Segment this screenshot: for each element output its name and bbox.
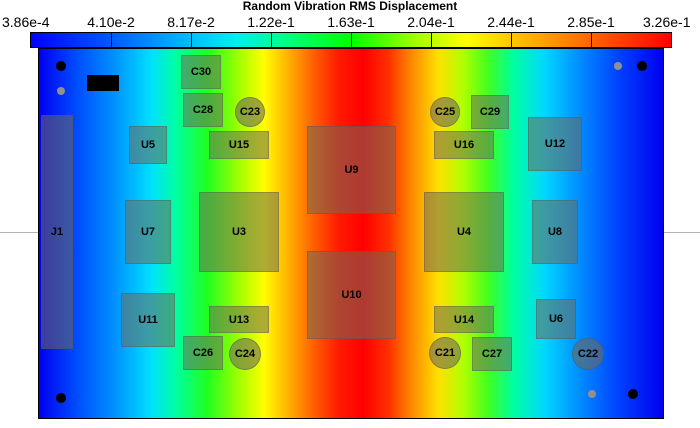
scale-label-8: 3.26e-1: [643, 14, 691, 30]
colorbar-tick: [271, 33, 272, 47]
scale-label-4: 1.63e-1: [327, 14, 375, 30]
colorbar-tick: [111, 33, 112, 47]
scale-label-2: 8.17e-2: [167, 14, 215, 30]
scale-label-3: 1.22e-1: [247, 14, 295, 30]
colorbar-tick: [591, 33, 592, 47]
component-U3[interactable]: U3: [199, 192, 279, 272]
mounting-hole: [56, 393, 66, 403]
pcb-contour-plot[interactable]: J1 C30 C28 C23 U5 U15 U7 U3 U11 U13 C26 …: [38, 48, 664, 419]
colorbar-tick: [431, 33, 432, 47]
component-C24[interactable]: C24: [229, 338, 261, 370]
color-scale-bar: [30, 32, 672, 48]
component-U4[interactable]: U4: [424, 192, 504, 272]
scale-label-0: 3.86e-4: [2, 14, 50, 30]
colorbar-tick: [511, 33, 512, 47]
component-U11[interactable]: U11: [121, 293, 175, 347]
colorbar-tick: [191, 33, 192, 47]
mounting-hole: [637, 61, 647, 71]
scale-label-5: 2.04e-1: [407, 14, 455, 30]
mounting-hole: [57, 87, 65, 95]
component-C22[interactable]: C22: [572, 338, 604, 370]
component-U7[interactable]: U7: [125, 200, 171, 264]
crosshair-left: [0, 232, 38, 233]
component-U9[interactable]: U9: [307, 126, 396, 214]
marker-block: [87, 75, 119, 91]
component-U16[interactable]: U16: [434, 131, 494, 159]
component-C21[interactable]: C21: [429, 337, 461, 369]
component-U12[interactable]: U12: [528, 117, 582, 171]
component-U14[interactable]: U14: [434, 306, 494, 333]
scale-label-7: 2.85e-1: [567, 14, 615, 30]
component-U8[interactable]: U8: [532, 200, 578, 264]
component-C30[interactable]: C30: [181, 55, 221, 89]
mounting-hole: [56, 61, 66, 71]
crosshair-right: [664, 232, 700, 233]
component-J1[interactable]: J1: [41, 115, 73, 349]
component-C28[interactable]: C28: [183, 93, 223, 127]
component-C23[interactable]: C23: [235, 97, 265, 127]
mounting-hole: [614, 62, 622, 70]
component-C27[interactable]: C27: [472, 337, 512, 371]
component-U5[interactable]: U5: [129, 126, 167, 164]
mounting-hole: [588, 390, 596, 398]
scale-label-6: 2.44e-1: [487, 14, 535, 30]
component-C25[interactable]: C25: [430, 97, 460, 127]
component-U10[interactable]: U10: [307, 251, 396, 339]
component-U15[interactable]: U15: [209, 131, 269, 159]
component-U6[interactable]: U6: [536, 299, 576, 339]
component-C26[interactable]: C26: [183, 336, 223, 370]
mounting-hole: [628, 389, 638, 399]
colorbar-tick: [351, 33, 352, 47]
component-C29[interactable]: C29: [471, 95, 509, 129]
chart-title: Random Vibration RMS Displacement: [242, 0, 458, 13]
scale-label-1: 4.10e-2: [87, 14, 135, 30]
component-U13[interactable]: U13: [209, 306, 269, 333]
